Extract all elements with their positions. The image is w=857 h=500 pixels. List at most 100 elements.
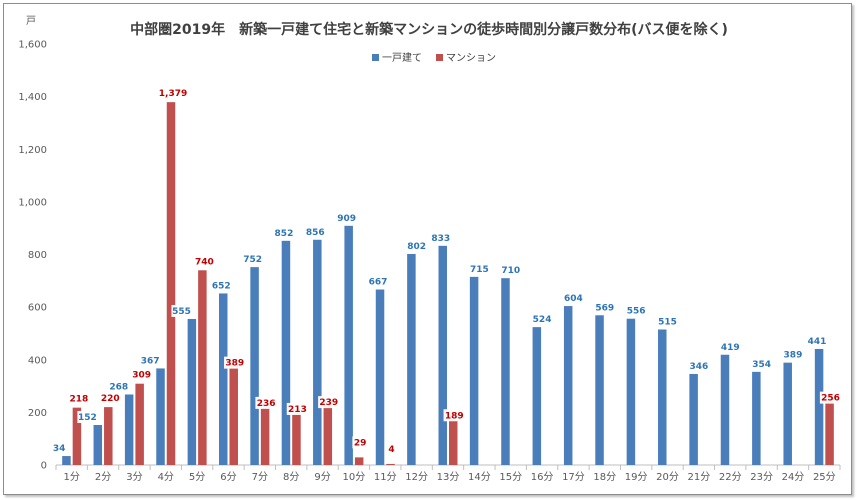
data-label-detached: 556: [627, 307, 646, 317]
bars: [62, 102, 834, 465]
data-label-condo: 29: [354, 438, 367, 448]
bar-detached: [783, 362, 792, 465]
data-label-detached-bg: [782, 348, 804, 361]
x-tick-label: 8分: [283, 471, 299, 483]
data-label-detached: 856: [306, 228, 325, 238]
data-label-condo: 4: [388, 445, 394, 455]
x-tick-label: 20分: [656, 471, 679, 483]
data-label-condo: 239: [319, 398, 338, 408]
bar-detached: [344, 225, 353, 465]
y-tick-label: 1,600: [18, 40, 47, 51]
bar-condo: [386, 463, 395, 465]
bar-condo: [72, 407, 82, 465]
data-label-condo: 189: [445, 411, 464, 421]
bar-condo: [354, 457, 364, 465]
data-label-detached: 604: [564, 294, 583, 304]
bar-detached: [814, 348, 824, 465]
bar-detached: [720, 354, 730, 465]
x-tick-label: 24分: [782, 471, 805, 483]
data-label-detached-bg: [500, 264, 522, 277]
bar-condo: [260, 402, 270, 465]
data-label-condo-bg: [255, 396, 277, 409]
data-label-detached-bg: [531, 313, 553, 326]
data-label-condo-bg: [819, 391, 842, 404]
data-label-detached-bg: [806, 334, 828, 347]
bar-detached: [62, 456, 71, 465]
x-tick-label: 15分: [499, 471, 522, 483]
data-label-detached: 152: [78, 413, 97, 423]
data-label-detached: 555: [172, 307, 191, 317]
bar-condo: [449, 415, 458, 465]
data-label-condo-bg: [352, 436, 368, 449]
data-label-detached-bg: [171, 304, 193, 317]
y-tick-label: 400: [28, 355, 47, 366]
data-label-detached: 833: [431, 234, 450, 244]
data-label-detached-bg: [562, 292, 585, 305]
data-label-condo-bg: [286, 402, 309, 415]
data-label-detached-bg: [273, 226, 295, 239]
data-label-condo: 218: [70, 395, 89, 405]
data-label-detached-bg: [140, 354, 162, 367]
data-label-detached-bg: [51, 442, 68, 455]
chart-frame: 中部圏2019年 新築一戸建て住宅と新築マンションの徒歩時間別分譲戸数分布(バス…: [3, 3, 852, 495]
x-tick-label: 1分: [63, 471, 79, 483]
bar-detached: [93, 425, 103, 465]
bar-detached: [250, 267, 259, 465]
x-tick-label: 2分: [95, 471, 111, 483]
chart-svg: 中部圏2019年 新築一戸建て住宅と新築マンションの徒歩時間別分譲戸数分布(バス…: [18, 15, 842, 483]
data-label-detached: 852: [275, 229, 294, 239]
bar-detached: [658, 329, 667, 465]
y-tick-label: 1,200: [18, 145, 47, 156]
bar-detached: [375, 289, 385, 465]
data-label-detached-bg: [210, 279, 232, 292]
data-label-detached: 419: [721, 343, 740, 353]
legend-label-1: 一戸建て: [382, 51, 422, 64]
data-label-condo: 309: [132, 371, 151, 381]
data-label-condo-bg: [130, 368, 153, 381]
x-tick-label: 23分: [750, 471, 773, 483]
legend-swatch-1: [372, 54, 379, 61]
x-tick-label: 9分: [314, 471, 330, 483]
x-tick-label: 13分: [437, 471, 460, 483]
x-tick-label: 11分: [374, 471, 397, 483]
y-tick-label: 0: [41, 461, 47, 472]
legend: 一戸建て マンション: [372, 51, 496, 64]
bar-detached: [218, 293, 228, 465]
x-tick-label: 14分: [468, 471, 491, 483]
data-label-detached: 715: [470, 265, 489, 275]
data-label-detached: 652: [212, 281, 231, 291]
bar-detached: [313, 239, 322, 465]
data-label-detached-bg: [656, 315, 679, 328]
data-label-condo: 256: [821, 394, 840, 404]
bar-detached: [281, 240, 291, 465]
data-label-detached: 441: [808, 337, 827, 347]
data-label-detached: 710: [501, 266, 520, 276]
bar-detached: [407, 253, 416, 465]
y-tick-label: 200: [28, 408, 47, 419]
data-label-detached-bg: [405, 239, 428, 252]
x-tick-label: 10分: [343, 471, 366, 483]
data-label-condo: 740: [195, 257, 214, 267]
data-label-detached: 34: [53, 444, 66, 454]
data-label-detached: 524: [533, 315, 552, 325]
data-label-condo: 1,379: [159, 89, 187, 99]
data-label-detached-bg: [77, 411, 99, 424]
x-axis: 1分 2分 3分 4分 5分 6分 7分 8分 9分 10分 11分 12分 13分 14分 15分 16分 1…: [55, 464, 841, 483]
x-tick-label: 22分: [719, 471, 742, 483]
bar-condo: [323, 402, 333, 465]
data-label-detached-bg: [241, 253, 264, 266]
data-label-condo: 236: [257, 399, 276, 409]
data-label-condo-bg: [156, 87, 190, 100]
bar-condo: [166, 102, 176, 465]
x-tick-label: 16分: [531, 471, 554, 483]
data-label-condo-bg: [443, 409, 465, 422]
bar-detached: [187, 318, 197, 465]
data-label-detached: 569: [595, 303, 614, 313]
legend-swatch-2: [436, 54, 443, 61]
x-tick-label: 18分: [593, 471, 616, 483]
bar-detached: [501, 278, 510, 465]
data-label-detached: 752: [243, 255, 262, 265]
data-label-condo: 213: [288, 405, 307, 415]
data-label-detached: 367: [141, 356, 160, 366]
chart-title: 中部圏2019年 新築一戸建て住宅と新築マンションの徒歩時間別分譲戸数分布(バス…: [130, 21, 728, 38]
